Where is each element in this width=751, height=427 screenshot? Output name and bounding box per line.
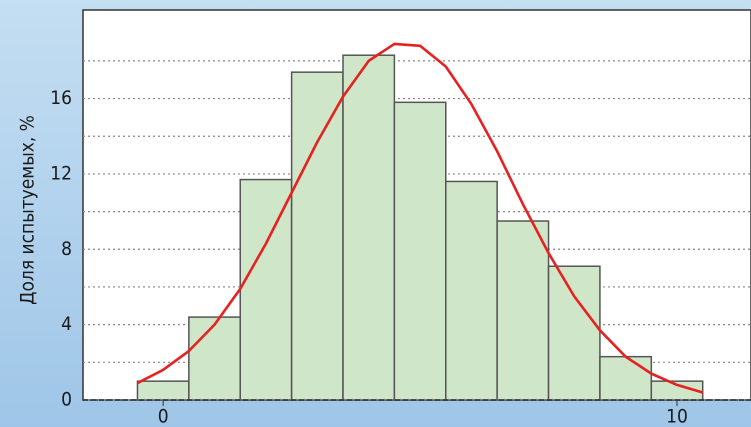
fit-curve bbox=[136, 42, 704, 394]
y-tick-label: 8 bbox=[61, 238, 72, 260]
bar bbox=[342, 54, 396, 401]
bar bbox=[445, 180, 498, 401]
x-tick-label: 10 bbox=[666, 406, 688, 427]
y-tick-label: 16 bbox=[50, 87, 72, 109]
y-axis-label: Доля испытуемых, % bbox=[17, 115, 39, 305]
bar bbox=[239, 178, 293, 401]
bar bbox=[496, 220, 550, 401]
bar bbox=[290, 71, 344, 401]
y-tick-label: 4 bbox=[61, 313, 72, 335]
bar bbox=[136, 380, 190, 401]
bar bbox=[393, 101, 447, 401]
bar bbox=[547, 265, 601, 401]
y-tick-label: 12 bbox=[50, 162, 72, 184]
y-tick-label: 0 bbox=[61, 389, 72, 411]
x-tick-label: 0 bbox=[158, 406, 169, 427]
bar bbox=[188, 316, 241, 401]
bar bbox=[599, 355, 653, 401]
